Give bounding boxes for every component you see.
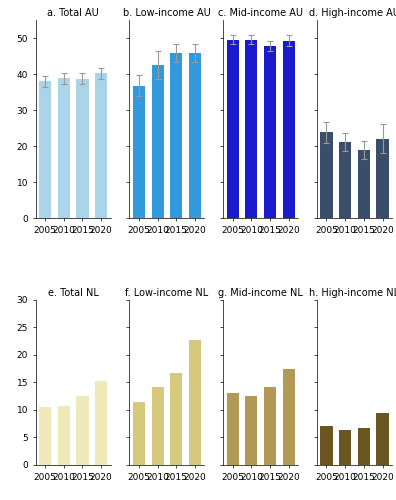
Bar	[264, 387, 276, 465]
Title: b. Low-income AU: b. Low-income AU	[123, 8, 211, 18]
Bar	[283, 368, 295, 465]
Bar	[320, 132, 333, 218]
Bar	[189, 340, 201, 465]
Title: c. Mid-income AU: c. Mid-income AU	[218, 8, 303, 18]
Bar	[39, 81, 51, 218]
Bar	[58, 406, 70, 465]
Title: e. Total NL: e. Total NL	[48, 288, 99, 298]
Bar	[320, 426, 333, 465]
Bar	[133, 86, 145, 218]
Bar	[358, 150, 370, 218]
Title: g. Mid-income NL: g. Mid-income NL	[218, 288, 303, 298]
Title: d. High-income AU: d. High-income AU	[309, 8, 396, 18]
Bar	[76, 78, 89, 218]
Bar	[339, 142, 351, 218]
Bar	[245, 396, 257, 465]
Bar	[227, 40, 239, 218]
Bar	[133, 402, 145, 465]
Bar	[189, 53, 201, 218]
Bar	[283, 41, 295, 218]
Bar	[152, 388, 164, 465]
Bar	[170, 372, 183, 465]
Title: a. Total AU: a. Total AU	[47, 8, 99, 18]
Bar	[170, 53, 183, 218]
Title: h. High-income NL: h. High-income NL	[309, 288, 396, 298]
Bar	[245, 40, 257, 218]
Bar	[264, 46, 276, 218]
Bar	[58, 78, 70, 218]
Bar	[152, 65, 164, 218]
Bar	[76, 396, 89, 465]
Bar	[339, 430, 351, 465]
Bar	[377, 139, 388, 218]
Bar	[227, 394, 239, 465]
Bar	[358, 428, 370, 465]
Title: f. Low-income NL: f. Low-income NL	[125, 288, 209, 298]
Bar	[39, 407, 51, 465]
Bar	[95, 74, 107, 218]
Bar	[95, 382, 107, 465]
Bar	[377, 412, 388, 465]
